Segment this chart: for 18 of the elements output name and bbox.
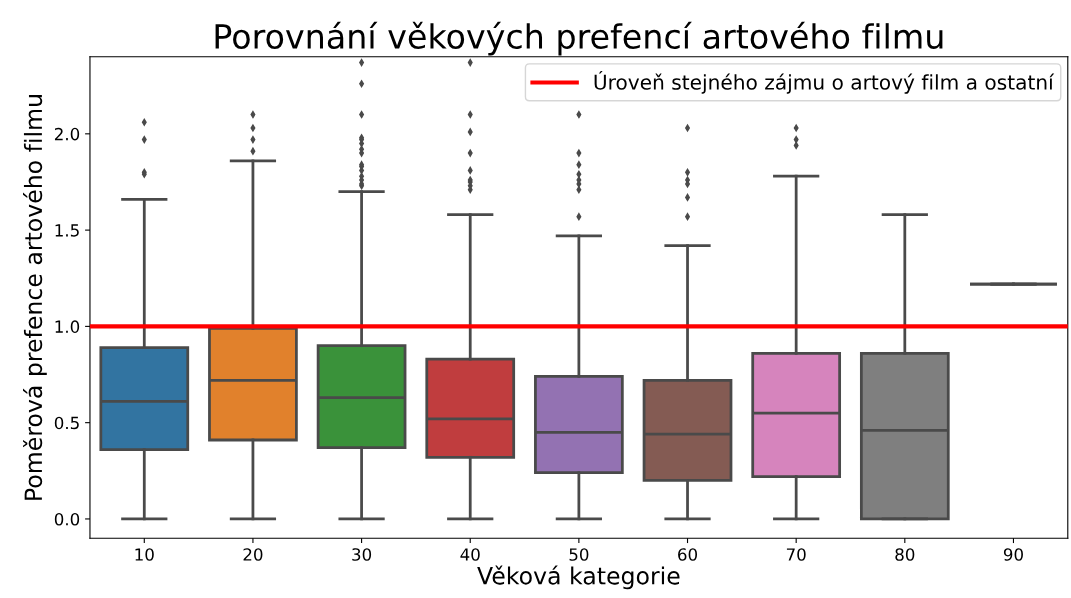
- x-tick-label: 10: [135, 548, 154, 561]
- x-tick-label: 60: [678, 548, 698, 561]
- y-tick-label: 2.0: [54, 127, 80, 141]
- x-axis-title: Věková kategorie: [477, 565, 680, 590]
- y-tick-label: 1.0: [55, 320, 80, 333]
- x-tick-label: 70: [786, 548, 806, 561]
- y-tick-label: 0.5: [54, 416, 79, 430]
- x-tick-label: 30: [352, 548, 372, 561]
- y-axis-title: Poměrová prefence artového filmu: [23, 95, 47, 500]
- y-tick-label: 1.5: [55, 224, 79, 237]
- y-tick-label: 0.0: [54, 512, 80, 526]
- x-tick-label: 50: [569, 548, 589, 561]
- legend-label: Úroveň stejného zájmu o artový film a ostatní: [594, 70, 1055, 94]
- x-tick-label: 40: [460, 548, 480, 561]
- x-tick-label: 20: [243, 548, 263, 561]
- chart-title: Porovnání věkových prefencí artového filmu: [215, 21, 943, 56]
- x-tick-label: 90: [1003, 548, 1023, 561]
- x-tick-label: 80: [895, 548, 915, 561]
